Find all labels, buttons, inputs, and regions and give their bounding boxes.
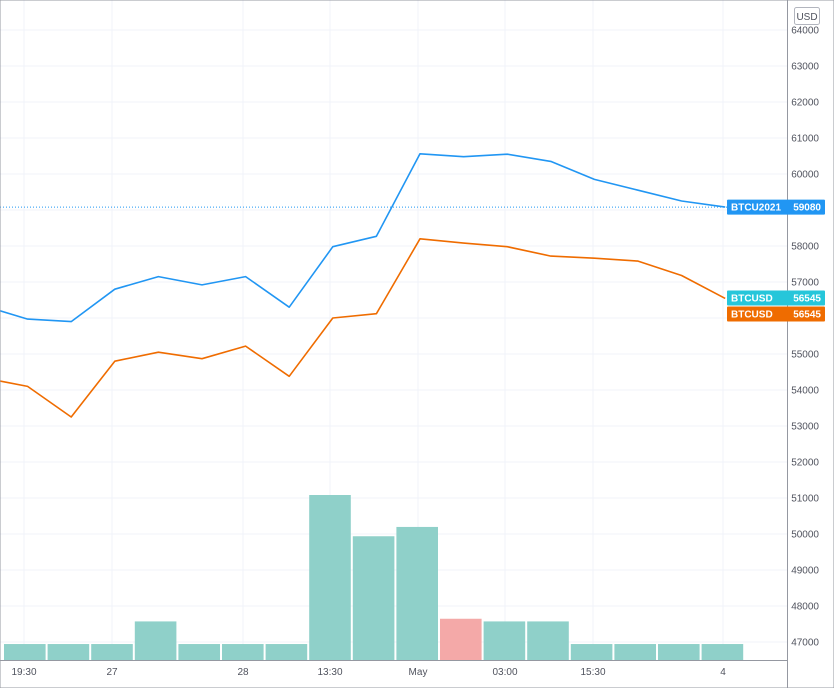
y-tick-label: 55000	[791, 350, 819, 361]
volume-bars	[4, 495, 744, 660]
volume-bar	[440, 618, 482, 660]
price-tag-btcusd-alt: BTCUSD 56545	[727, 290, 825, 306]
price-tag-bg	[727, 306, 825, 322]
volume-bar	[134, 621, 177, 660]
volume-bar	[658, 644, 700, 660]
price-tag-name: BTCUSD	[731, 310, 773, 321]
x-tick-label: 03:00	[492, 667, 517, 678]
y-tick-label: 48000	[791, 602, 819, 613]
x-tick-label: May	[409, 667, 428, 678]
volume-bar	[396, 526, 438, 660]
y-tick-label: 64000	[791, 26, 819, 37]
volume-bar	[701, 644, 744, 660]
y-tick-label: 63000	[791, 62, 819, 73]
y-tick-label: 51000	[791, 494, 819, 505]
y-tick-label: 53000	[791, 422, 819, 433]
price-tag-bg	[727, 290, 825, 306]
price-tag-value: 59080	[793, 203, 821, 214]
volume-bar	[265, 644, 308, 660]
y-tick-label: 58000	[791, 242, 819, 253]
price-tag-value: 56545	[793, 310, 821, 321]
y-tick-label: 47000	[791, 638, 819, 649]
x-tick-label: 15:30	[580, 667, 605, 678]
price-tag-btcusd: BTCUSD 56545	[727, 306, 825, 322]
y-tick-label: 50000	[791, 530, 819, 541]
grid	[0, 0, 787, 660]
series-line-btcusd	[0, 238, 726, 418]
price-tag-name: BTCU2021	[731, 203, 781, 214]
y-tick-label: 62000	[791, 98, 819, 109]
currency-button[interactable]: USD	[794, 7, 820, 25]
price-tag-btcu2021: BTCU2021 59080	[727, 199, 825, 215]
currency-label: USD	[796, 12, 817, 23]
volume-bar	[352, 536, 395, 660]
x-tick-label: 27	[106, 667, 118, 678]
volume-bar	[527, 621, 569, 660]
series-lines	[0, 153, 726, 418]
volume-bar	[614, 644, 656, 660]
volume-bar	[309, 495, 351, 660]
price-tags: BTCU2021 59080 BTCUSD 56545 BTCUSD 56545	[727, 199, 825, 322]
price-tag-name: BTCUSD	[731, 294, 773, 305]
y-tick-label: 60000	[791, 170, 819, 181]
price-tag-value: 56545	[793, 294, 821, 305]
volume-bar	[570, 644, 613, 660]
y-tick-label: 61000	[791, 134, 819, 145]
volume-bar	[4, 644, 46, 660]
y-tick-label: 49000	[791, 566, 819, 577]
y-tick-label: 52000	[791, 458, 819, 469]
x-tick-label: 13:30	[317, 667, 342, 678]
y-tick-label: 57000	[791, 278, 819, 289]
series-line-btcu2021	[0, 153, 726, 323]
x-tick-label: 4	[720, 667, 726, 678]
volume-bar	[483, 621, 526, 660]
y-tick-label: 54000	[791, 386, 819, 397]
time-axis-labels: 19:30 27 28 13:30 May 03:00 15:30 4	[11, 667, 726, 678]
x-tick-label: 28	[237, 667, 249, 678]
volume-bar	[91, 644, 133, 660]
volume-bar	[47, 644, 90, 660]
price-tag-bg	[727, 199, 825, 215]
volume-bar	[222, 644, 264, 660]
price-axis-labels: 47000 48000 49000 50000 51000 52000 53000 54000…	[791, 26, 819, 649]
x-tick-label: 19:30	[11, 667, 36, 678]
volume-bar	[178, 644, 220, 660]
